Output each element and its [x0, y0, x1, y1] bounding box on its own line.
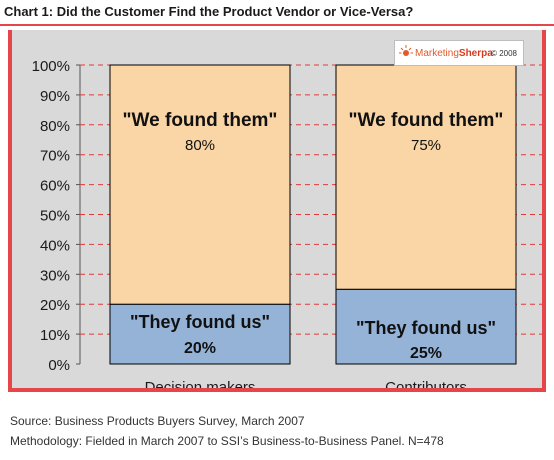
- y-tick-label: 10%: [40, 327, 70, 344]
- data-value-label: 75%: [411, 137, 441, 154]
- series-name-label: "They found us": [356, 318, 496, 338]
- series-name-label: "We found them": [349, 110, 504, 131]
- data-value-label: 20%: [184, 340, 216, 357]
- brand-name-part2: Sherpa: [458, 48, 493, 59]
- chart-title-bar: Chart 1: Did the Customer Find the Produ…: [0, 0, 554, 24]
- y-tick-label: 100%: [32, 58, 70, 75]
- bar-segment: [335, 288, 517, 365]
- y-tick-label: 20%: [40, 297, 70, 314]
- y-tick-label: 60%: [40, 178, 70, 195]
- y-tick-label: 30%: [40, 267, 70, 284]
- source-note: Source: Business Products Buyers Survey,…: [10, 414, 305, 428]
- chart-title: Chart 1: Did the Customer Find the Produ…: [4, 4, 414, 19]
- brand-name-part1: Marketing: [415, 48, 459, 59]
- data-value-label: 80%: [185, 137, 215, 154]
- bar-segment: [109, 64, 291, 305]
- bar-segment: [335, 64, 517, 290]
- brand-year: © 2008: [491, 49, 517, 58]
- series-name-label: "We found them": [123, 110, 278, 131]
- methodology-note: Methodology: Fielded in March 2007 to SS…: [10, 434, 444, 448]
- y-tick-label: 70%: [40, 148, 70, 165]
- marketingsherpa-logo: MarketingSherpa © 2008: [394, 40, 524, 66]
- sun-logo-icon: [399, 45, 413, 56]
- brand-name: MarketingSherpa: [415, 48, 493, 59]
- y-tick-label: 90%: [40, 88, 70, 105]
- data-value-label: 25%: [410, 345, 442, 362]
- y-tick-label: 50%: [40, 208, 70, 225]
- y-tick-label: 0%: [48, 357, 70, 374]
- title-rule: [0, 24, 554, 26]
- y-tick-label: 40%: [40, 237, 70, 254]
- series-name-label: "They found us": [130, 312, 270, 332]
- chart-frame: [8, 30, 546, 392]
- y-tick-label: 80%: [40, 118, 70, 135]
- bar-segment: [109, 303, 291, 365]
